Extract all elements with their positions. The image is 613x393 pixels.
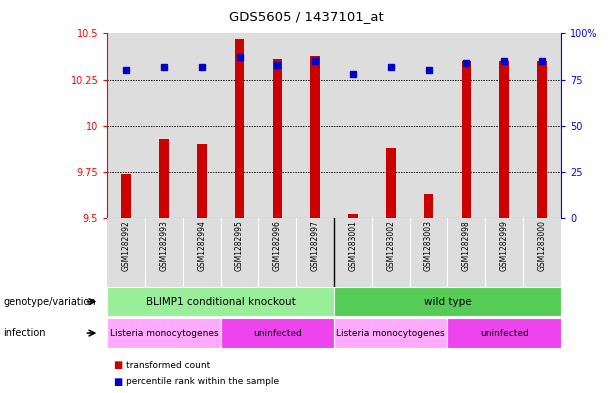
Bar — [447, 318, 561, 348]
Text: GSM1282998: GSM1282998 — [462, 220, 471, 271]
Text: GSM1283002: GSM1283002 — [386, 220, 395, 271]
Bar — [310, 55, 320, 218]
Bar — [500, 61, 509, 218]
Bar — [145, 218, 183, 287]
Bar — [235, 39, 245, 218]
Text: uninfected: uninfected — [253, 329, 302, 338]
Bar — [197, 144, 207, 218]
Bar — [372, 218, 409, 287]
Text: Listeria monocytogenes: Listeria monocytogenes — [110, 329, 218, 338]
Bar — [183, 33, 221, 218]
Bar — [183, 218, 221, 287]
Bar — [221, 318, 334, 348]
Text: GDS5605 / 1437101_at: GDS5605 / 1437101_at — [229, 10, 384, 23]
Bar — [145, 33, 183, 218]
Text: GSM1282992: GSM1282992 — [121, 220, 131, 271]
Bar — [296, 33, 334, 218]
Bar — [409, 33, 447, 218]
Bar — [159, 139, 169, 218]
Text: GSM1283000: GSM1283000 — [538, 220, 547, 271]
Text: GSM1282995: GSM1282995 — [235, 220, 244, 271]
Bar — [334, 318, 447, 348]
Bar — [537, 61, 547, 218]
Bar — [462, 61, 471, 218]
Text: BLIMP1 conditional knockout: BLIMP1 conditional knockout — [146, 297, 295, 307]
Bar — [259, 33, 296, 218]
Bar — [372, 33, 409, 218]
Text: GSM1282993: GSM1282993 — [159, 220, 169, 271]
Text: transformed count: transformed count — [126, 361, 210, 370]
Text: GSM1283003: GSM1283003 — [424, 220, 433, 271]
Bar — [107, 33, 145, 218]
Bar — [447, 33, 485, 218]
Bar — [485, 218, 523, 287]
Bar — [259, 218, 296, 287]
Bar — [296, 218, 334, 287]
Bar — [424, 194, 433, 218]
Bar — [537, 61, 547, 218]
Bar — [462, 61, 471, 218]
Text: ■: ■ — [113, 377, 123, 387]
Bar — [523, 218, 561, 287]
Bar — [447, 218, 485, 287]
Bar — [334, 287, 561, 316]
Bar — [310, 55, 320, 218]
Bar — [221, 218, 259, 287]
Bar — [409, 218, 447, 287]
Text: genotype/variation: genotype/variation — [3, 297, 96, 307]
Bar — [424, 194, 433, 218]
Text: uninfected: uninfected — [480, 329, 528, 338]
Bar — [107, 218, 145, 287]
Bar — [334, 33, 372, 218]
Bar — [485, 33, 523, 218]
Bar — [159, 139, 169, 218]
Bar — [523, 33, 561, 218]
Bar — [107, 287, 334, 316]
Bar — [121, 174, 131, 218]
Text: ■: ■ — [113, 360, 123, 371]
Bar — [121, 174, 131, 218]
Bar — [107, 318, 221, 348]
Text: GSM1282994: GSM1282994 — [197, 220, 207, 271]
Text: infection: infection — [3, 328, 45, 338]
Bar — [386, 148, 395, 218]
Bar — [235, 39, 245, 218]
Text: percentile rank within the sample: percentile rank within the sample — [126, 378, 279, 386]
Text: GSM1282996: GSM1282996 — [273, 220, 282, 271]
Text: GSM1283001: GSM1283001 — [348, 220, 357, 271]
Bar — [500, 61, 509, 218]
Bar — [221, 33, 259, 218]
Bar — [334, 218, 372, 287]
Bar — [273, 59, 282, 218]
Bar — [197, 144, 207, 218]
Bar — [273, 59, 282, 218]
Text: GSM1282997: GSM1282997 — [311, 220, 320, 271]
Text: GSM1282999: GSM1282999 — [500, 220, 509, 271]
Bar — [348, 215, 358, 218]
Text: wild type: wild type — [424, 297, 471, 307]
Bar — [348, 215, 358, 218]
Bar — [386, 148, 395, 218]
Text: Listeria monocytogenes: Listeria monocytogenes — [337, 329, 445, 338]
